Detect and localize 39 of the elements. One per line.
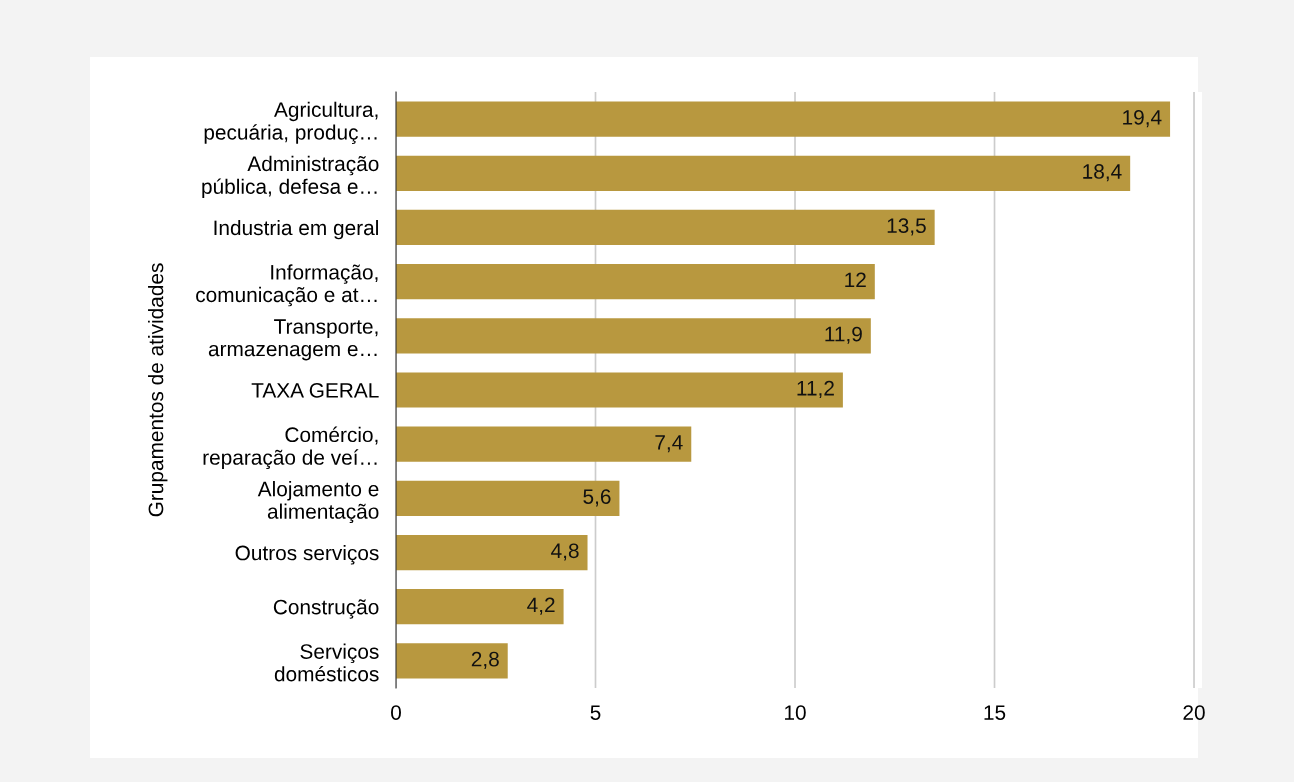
y-axis-title: Grupamentos de atividades (148, 263, 168, 517)
y-tick-label: Comércio, reparação de veí… (203, 426, 378, 470)
data-label: 12 (845, 272, 866, 288)
y-tick-label: Outros serviços (235, 545, 379, 565)
bar (396, 155, 1131, 191)
y-tick-label: Industria em geral (214, 219, 378, 240)
x-tick-label: 5 (590, 705, 601, 720)
bar (396, 101, 1171, 137)
bar (396, 318, 871, 354)
x-tick-label: 0 (391, 705, 401, 720)
data-label: 18,4 (1083, 164, 1122, 182)
y-tick-label: Alojamento e alimentação (257, 481, 379, 524)
bar (396, 534, 588, 571)
bar (396, 589, 564, 625)
bar (396, 209, 935, 246)
data-label: 4,2 (527, 597, 555, 615)
data-label: 13,5 (887, 218, 926, 236)
x-tick-label: 20 (1183, 705, 1205, 720)
data-label: 7,4 (655, 435, 683, 453)
data-label: 5,6 (583, 489, 611, 507)
bar (396, 372, 843, 408)
x-tick-label: 10 (785, 705, 806, 720)
data-label: 11,9 (825, 326, 862, 344)
y-tick-label: Construção (273, 599, 379, 619)
x-tick-label: 15 (984, 705, 1006, 720)
bar (396, 426, 692, 462)
data-label: 4,8 (551, 543, 579, 561)
y-tick-label: Informação, comunicação e at… (196, 264, 378, 307)
data-label: 19,4 (1123, 109, 1162, 128)
bar (396, 264, 875, 300)
bar (396, 643, 508, 679)
y-tick-label: Administração pública, defesa e… (202, 155, 379, 199)
y-tick-label: Transporte, armazenagem e… (208, 319, 378, 361)
y-tick-label: Serviços domésticos (274, 643, 379, 682)
data-label: 2,8 (471, 651, 499, 669)
y-tick-label: TAXA GERAL (251, 383, 379, 398)
data-label: 11,2 (797, 380, 834, 399)
bar (396, 480, 620, 516)
y-tick-label: Agricultura, pecuária, produç… (204, 101, 378, 144)
